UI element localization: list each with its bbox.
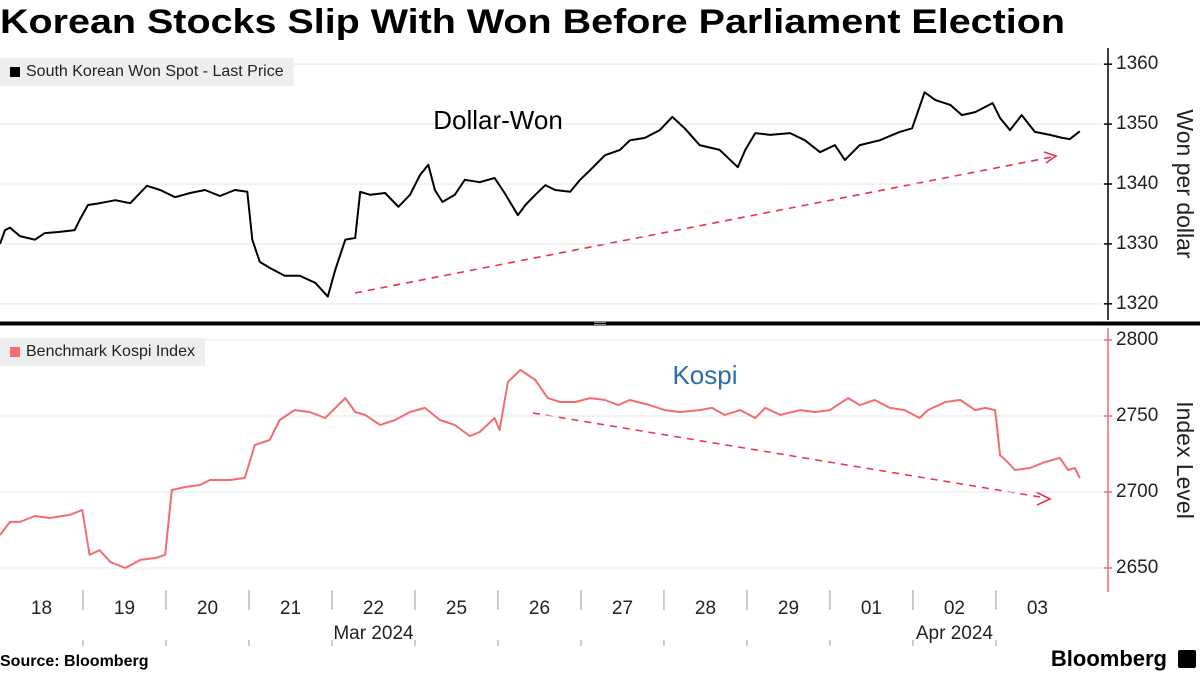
trend-arrow bbox=[354, 156, 1053, 294]
trend-arrow bbox=[532, 412, 1047, 499]
x-tick-label: 03 bbox=[1027, 598, 1048, 619]
annotation: Kospi bbox=[672, 360, 737, 390]
x-tick-label: 01 bbox=[861, 598, 882, 619]
x-tick-label: 02 bbox=[944, 598, 965, 619]
x-group-label: Mar 2024 bbox=[333, 623, 414, 644]
x-tick-label: 20 bbox=[197, 598, 218, 619]
x-tick-label: 21 bbox=[280, 598, 301, 619]
trend-arrow-head bbox=[1043, 151, 1058, 164]
x-tick-label: 19 bbox=[114, 598, 135, 619]
y-tick-label: 1350 bbox=[1116, 113, 1158, 134]
x-tick-label: 29 bbox=[778, 598, 799, 619]
y-tick-label: 1320 bbox=[1116, 293, 1158, 314]
legend-box bbox=[0, 338, 205, 366]
data-line bbox=[0, 91, 1081, 298]
x-tick-label: 27 bbox=[612, 598, 633, 619]
logo: Bloomberg bbox=[1051, 646, 1167, 671]
legend-swatch bbox=[10, 67, 20, 77]
y-tick-label: 2800 bbox=[1116, 329, 1158, 350]
logo-icon bbox=[1178, 650, 1196, 668]
y-tick-label: 1340 bbox=[1116, 173, 1158, 194]
legend-label: South Korean Won Spot - Last Price bbox=[26, 63, 284, 80]
y-axis-title: Index Level bbox=[1172, 401, 1198, 519]
source: Source: Bloomberg bbox=[0, 653, 148, 670]
x-tick-label: 25 bbox=[446, 598, 467, 619]
legend-swatch bbox=[10, 347, 20, 357]
y-tick-label: 2650 bbox=[1116, 557, 1158, 578]
annotation: Dollar-Won bbox=[433, 105, 563, 135]
legend-label: Benchmark Kospi Index bbox=[26, 343, 195, 360]
y-tick-label: 2700 bbox=[1116, 481, 1158, 502]
y-tick-label: 2750 bbox=[1116, 405, 1158, 426]
y-tick-label: 1360 bbox=[1116, 53, 1158, 74]
plot-area: 1320 1330 1340 1350 1360 Won per dollar Dollar… bbox=[0, 48, 1198, 646]
x-tick-label: 28 bbox=[695, 598, 716, 619]
x-group-label: Apr 2024 bbox=[916, 623, 994, 644]
x-tick-label: 18 bbox=[31, 598, 52, 619]
x-tick-label: 22 bbox=[363, 598, 384, 619]
chart-title: Korean Stocks Slip With Won Before Parli… bbox=[0, 3, 1065, 41]
x-tick-label: 26 bbox=[529, 598, 550, 619]
legend-box bbox=[0, 58, 294, 86]
y-tick-label: 1330 bbox=[1116, 233, 1158, 254]
y-axis-title: Won per dollar bbox=[1172, 109, 1198, 258]
trend-arrow-head bbox=[1035, 491, 1052, 506]
data-line bbox=[0, 368, 1081, 569]
